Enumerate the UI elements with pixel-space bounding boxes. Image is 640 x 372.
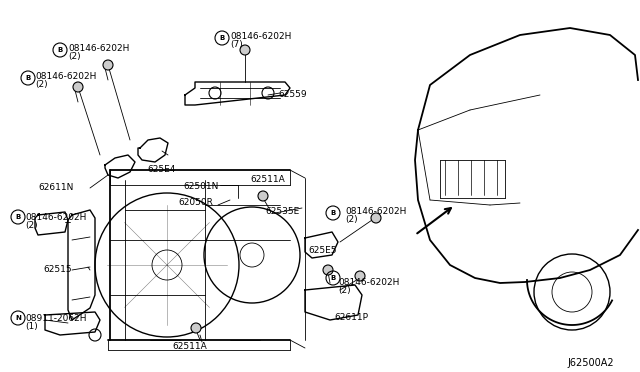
Text: (2): (2) (68, 52, 81, 61)
Circle shape (323, 265, 333, 275)
Circle shape (258, 191, 268, 201)
Text: (1): (1) (25, 322, 38, 331)
Text: 62535E: 62535E (265, 207, 300, 216)
Text: (2): (2) (345, 215, 358, 224)
Text: (7): (7) (230, 40, 243, 49)
Text: B: B (26, 75, 31, 81)
Text: 62501N: 62501N (183, 182, 218, 191)
Text: (2): (2) (25, 221, 38, 230)
Text: 625E5: 625E5 (308, 246, 337, 255)
Text: N: N (15, 315, 21, 321)
Text: 08146-6202H: 08146-6202H (25, 213, 86, 222)
Text: B: B (330, 210, 335, 216)
Text: B: B (58, 47, 63, 53)
Text: 62515: 62515 (43, 265, 72, 274)
Text: 62611N: 62611N (38, 183, 74, 192)
Text: 08146-6202H: 08146-6202H (68, 44, 129, 53)
Text: J62500A2: J62500A2 (568, 358, 614, 368)
Text: B: B (15, 214, 20, 220)
Text: B: B (330, 275, 335, 281)
Text: 62559: 62559 (278, 90, 307, 99)
Circle shape (240, 45, 250, 55)
Circle shape (191, 323, 201, 333)
Text: 62050R: 62050R (178, 198, 213, 207)
Circle shape (355, 271, 365, 281)
Text: 08146-6202H: 08146-6202H (35, 72, 97, 81)
Text: 62511A: 62511A (172, 342, 207, 351)
Text: 08146-6202H: 08146-6202H (338, 278, 399, 287)
Circle shape (103, 60, 113, 70)
Text: (2): (2) (338, 286, 351, 295)
Circle shape (371, 213, 381, 223)
Text: B: B (220, 35, 225, 41)
Text: 62511A: 62511A (250, 175, 285, 184)
Text: 625E4: 625E4 (147, 165, 175, 174)
Circle shape (73, 82, 83, 92)
Text: 08911-2062H: 08911-2062H (25, 314, 86, 323)
Text: (2): (2) (35, 80, 47, 89)
Text: 08146-6202H: 08146-6202H (230, 32, 291, 41)
Text: 08146-6202H: 08146-6202H (345, 207, 406, 216)
Text: 62611P: 62611P (334, 313, 368, 322)
